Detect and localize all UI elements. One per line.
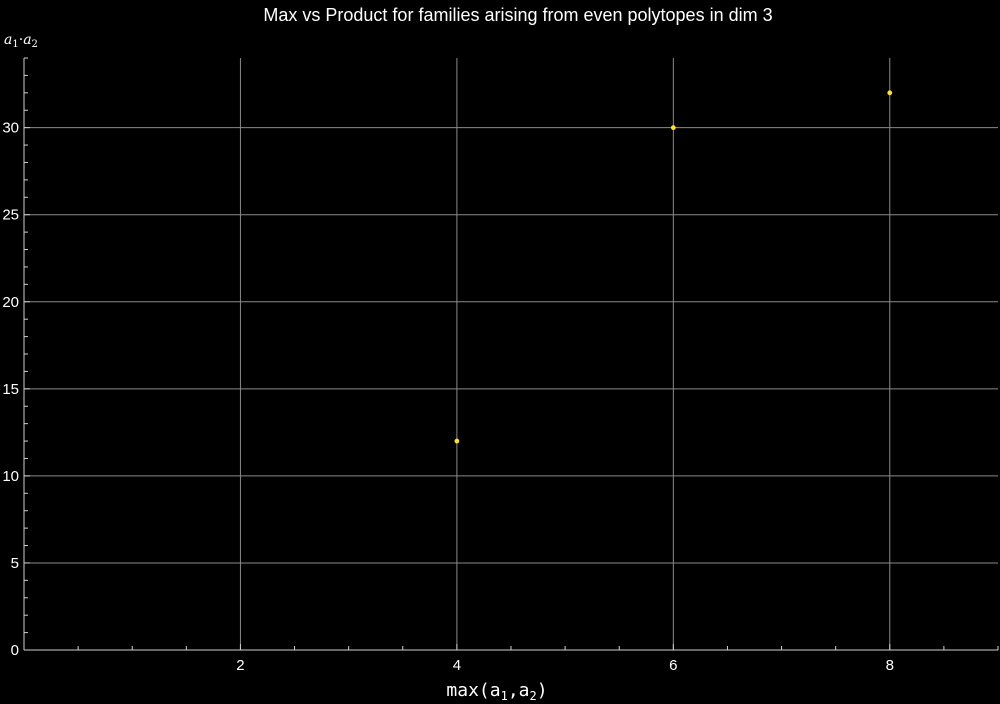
x-tick-label: 2 <box>236 657 244 674</box>
y-axis-label: a1·a2 <box>4 32 38 50</box>
y-tick-label: 30 <box>2 120 19 137</box>
data-point <box>670 125 676 131</box>
y-tick-label: 5 <box>11 555 19 572</box>
data-point <box>887 90 893 96</box>
y-tick-label: 20 <box>2 294 19 311</box>
x-tick-label: 8 <box>886 657 894 674</box>
data-points <box>454 90 893 444</box>
x-axis-label: max(a1,a2) <box>446 680 547 703</box>
ticks: 2 4 6 8 0 5 10 15 20 25 30 <box>2 57 999 674</box>
y-tick-label: 10 <box>2 468 19 485</box>
axes <box>23 58 998 651</box>
chart-title: Max vs Product for families arising from… <box>263 5 772 25</box>
x-tick-label: 4 <box>453 657 461 674</box>
x-tick-label: 6 <box>669 657 677 674</box>
y-tick-label: 0 <box>11 642 19 659</box>
y-tick-label: 15 <box>2 381 19 398</box>
data-point <box>454 438 460 444</box>
y-tick-label: 25 <box>2 207 19 224</box>
grid <box>24 58 998 650</box>
